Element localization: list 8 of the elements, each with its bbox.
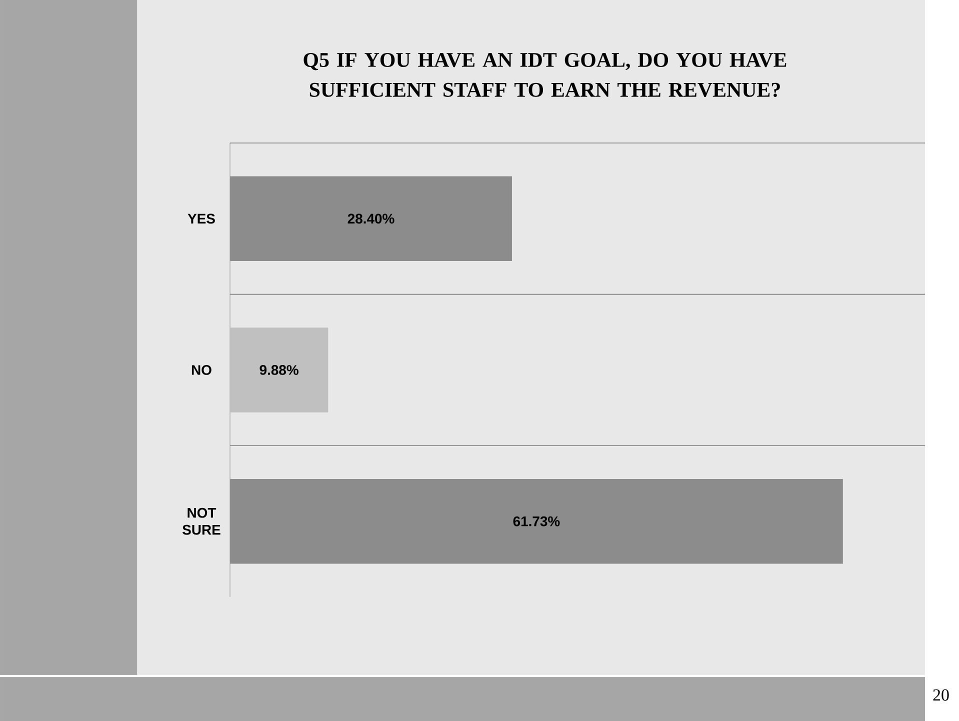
data-label: 9.88% (260, 365, 298, 375)
chart-title: Q5 IF YOU HAVE AN IDT GOAL, DO YOU HAVE SUFFICIENT STAFF TO EARN THE REVENUE? (304, 52, 786, 98)
text: 20 (933, 689, 949, 701)
y-tick-label: YES (188, 214, 215, 224)
data-label: 28.40% (348, 214, 394, 224)
y-tick-label: NO (192, 365, 212, 375)
y-tick-label: NOT SURE (182, 508, 220, 535)
data-label: 61.73% (513, 516, 560, 526)
